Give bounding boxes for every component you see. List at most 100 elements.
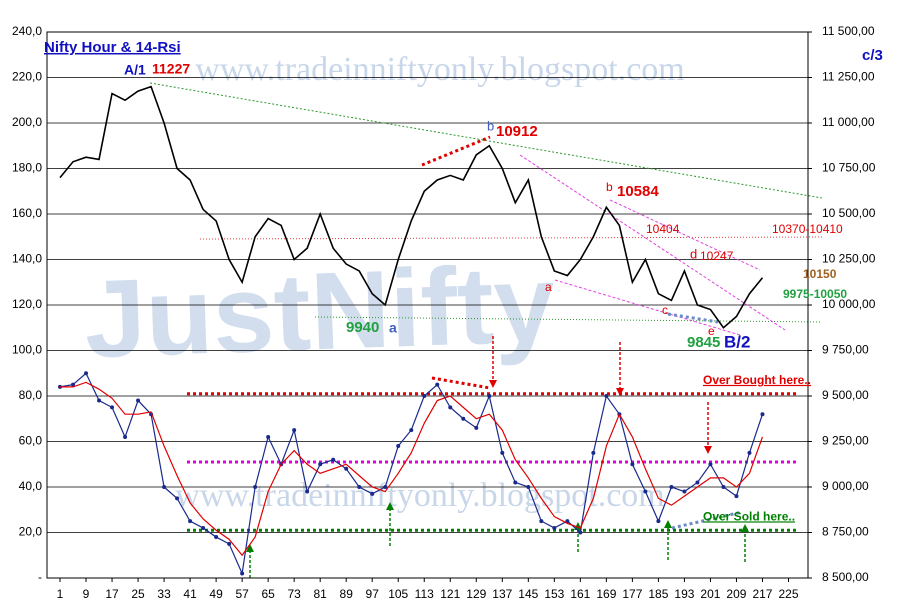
x-tick-label: 1 — [57, 587, 64, 601]
annotation: 11227 — [152, 61, 190, 77]
series-point — [565, 519, 570, 524]
chart-title: Nifty Hour & 14-Rsi — [44, 39, 181, 56]
series-line — [60, 381, 764, 557]
series-point — [266, 434, 271, 439]
y-tick-label: 240,0 — [12, 24, 42, 38]
annotation: a — [545, 280, 552, 294]
annotation: 9845 — [687, 334, 720, 351]
x-tick-label: 25 — [131, 587, 145, 601]
x-tick-label: 17 — [105, 587, 119, 601]
series-point — [435, 382, 440, 387]
y-tick-label: 120,0 — [12, 297, 42, 311]
series-point — [578, 530, 583, 535]
trend-line — [519, 154, 786, 331]
series-line — [59, 85, 764, 329]
y-tick-label: 20,0 — [19, 525, 43, 539]
series-point — [84, 371, 89, 376]
y2-tick-label: 8 750,00 — [822, 525, 869, 539]
x-tick-label: 185 — [648, 587, 668, 601]
y2-tick-label: 10 250,00 — [822, 252, 876, 266]
series-point — [357, 485, 362, 489]
series-point — [591, 450, 596, 455]
annotation: 10404 — [646, 222, 680, 236]
series-point — [318, 462, 323, 467]
annotation: e — [708, 324, 715, 338]
y-tick-label: 80,0 — [19, 388, 43, 402]
x-tick-label: 113 — [415, 587, 434, 601]
series-point — [448, 405, 453, 410]
series-point — [669, 485, 674, 489]
y2-tick-label: 10 500,00 — [822, 206, 876, 220]
y-tick-label: 220,0 — [12, 70, 42, 84]
annotation: d — [690, 246, 697, 261]
trend-line — [554, 279, 741, 336]
series-point — [71, 382, 76, 387]
series-point — [383, 485, 388, 489]
x-tick-label: 217 — [752, 587, 772, 601]
y-tick-label: 180,0 — [12, 161, 42, 175]
annotation: c/3 — [862, 47, 883, 64]
series-point — [162, 485, 167, 489]
x-tick-label: 129 — [466, 587, 486, 601]
annotation: 10247 — [700, 249, 734, 263]
watermark: www.tradeinniftyonly.blogspot.com — [195, 51, 684, 88]
series-point — [604, 394, 609, 398]
x-tick-label: 73 — [287, 587, 301, 601]
annotation: 10370-10410 — [772, 222, 843, 236]
series-point — [214, 535, 219, 540]
y2-tick-label: 8 500,00 — [822, 570, 869, 584]
y2-tick-label: 11 250,00 — [822, 70, 875, 84]
series-point — [526, 485, 531, 489]
y2-tick-label: 11 000,00 — [822, 115, 875, 129]
annotation: a — [389, 320, 397, 336]
y-tick-label: - — [38, 570, 42, 584]
y-tick-label: 40,0 — [19, 479, 43, 493]
series-point — [461, 416, 466, 421]
y2-tick-label: 11 500,00 — [822, 24, 875, 38]
y-tick-label: 200,0 — [12, 115, 42, 129]
series-point — [721, 485, 726, 489]
annotation: B/2 — [724, 332, 750, 351]
x-tick-label: 201 — [700, 587, 720, 601]
series-point — [643, 489, 648, 494]
x-tick-label: 65 — [261, 587, 275, 601]
series-point — [695, 480, 700, 485]
y2-tick-label: 9 750,00 — [822, 343, 869, 357]
x-tick-label: 137 — [492, 587, 512, 601]
x-tick-label: 161 — [570, 587, 590, 601]
y-tick-label: 100,0 — [12, 343, 42, 357]
series-point — [175, 496, 180, 501]
trend-line — [667, 312, 719, 324]
annotation: 10150 — [803, 267, 837, 281]
series-point — [708, 462, 713, 467]
x-tick-label: 145 — [518, 587, 538, 601]
series-point — [682, 489, 687, 494]
series-point — [201, 525, 206, 530]
series-point — [344, 466, 349, 471]
x-tick-label: 209 — [726, 587, 746, 601]
annotation: b — [487, 118, 494, 133]
trend-line — [199, 236, 823, 240]
annotation: A/1 — [124, 62, 146, 78]
series-point — [513, 480, 518, 485]
annotation: 10912 — [496, 123, 538, 140]
arrows — [246, 336, 749, 578]
x-tick-label: 225 — [778, 587, 798, 601]
x-tick-label: 89 — [340, 587, 354, 601]
y2-tick-label: 10 750,00 — [822, 161, 876, 175]
annotation: 9940 — [346, 319, 379, 336]
series-point — [253, 485, 258, 489]
trend-line — [431, 376, 491, 390]
x-tick-label: 49 — [209, 587, 223, 601]
y2-tick-label: 9 250,00 — [822, 434, 869, 448]
trend-line — [149, 82, 823, 199]
series-point — [630, 462, 635, 467]
x-tick-label: 81 — [313, 587, 327, 601]
series-point — [136, 398, 141, 403]
series-point — [123, 434, 128, 439]
series-point — [305, 489, 310, 494]
x-tick-label: 169 — [596, 587, 616, 601]
series-point — [227, 541, 232, 546]
watermark: www.tradeinniftyonly.blogspot.com — [175, 477, 664, 514]
